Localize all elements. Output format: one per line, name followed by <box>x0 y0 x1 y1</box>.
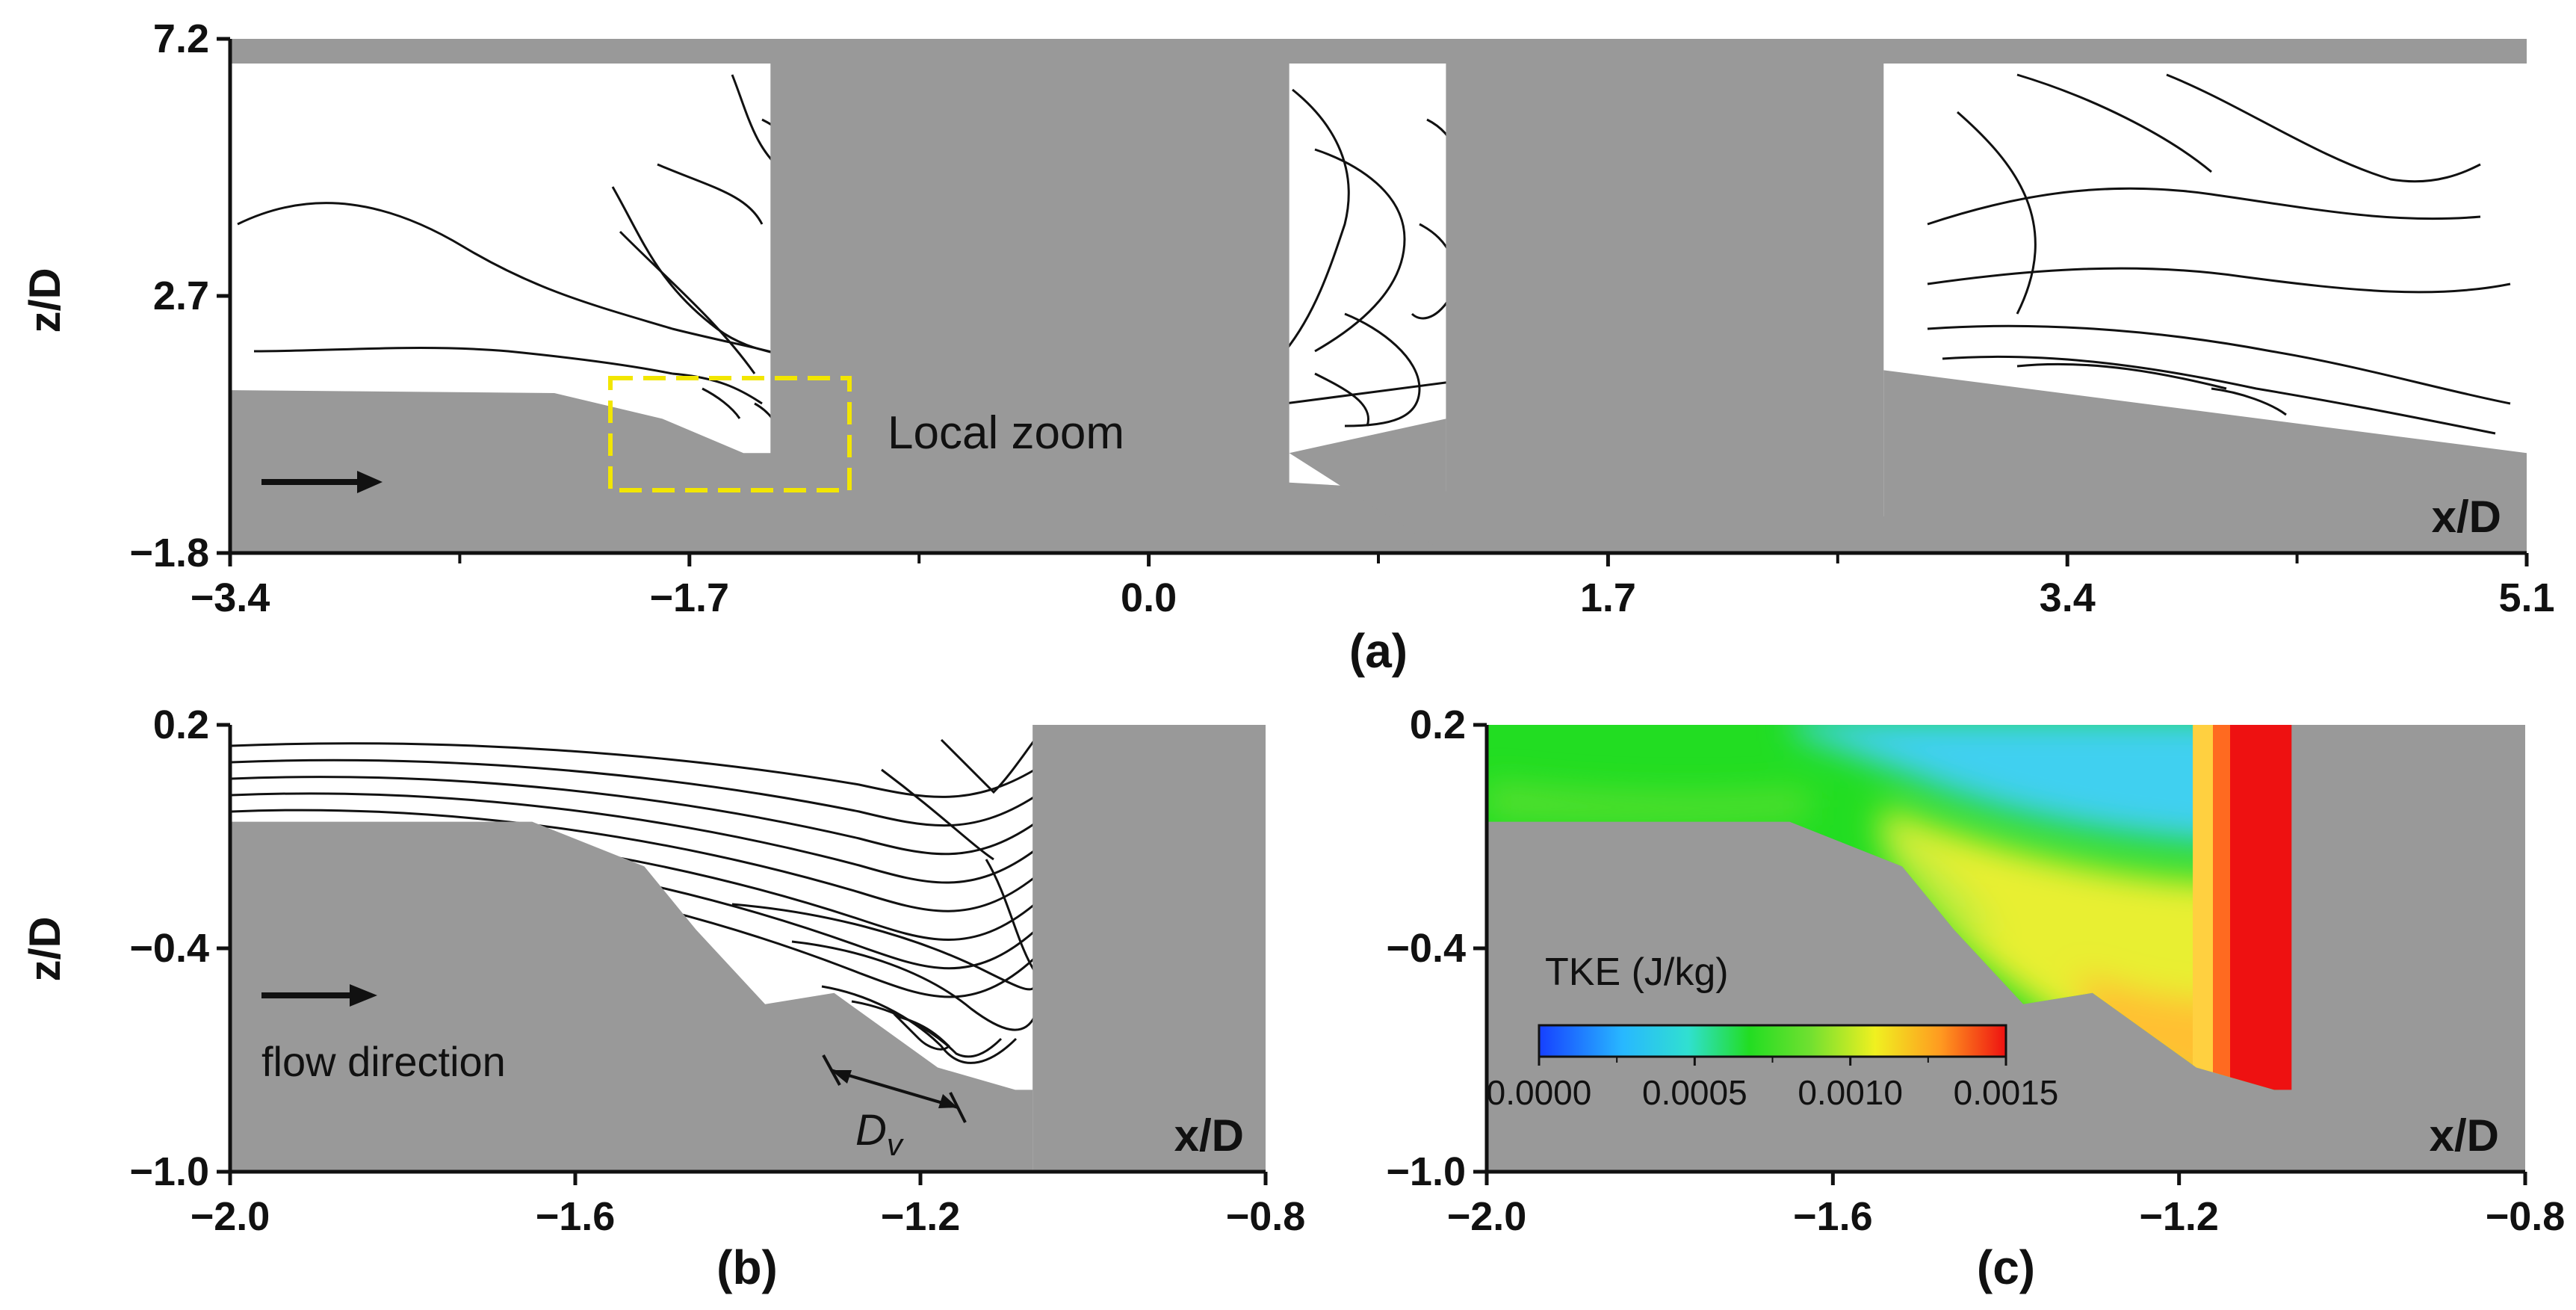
panel-a-contour-line <box>672 372 763 405</box>
panel-b-x-tick-label: −0.8 <box>1226 1194 1306 1239</box>
panel-a-contour-line <box>611 186 793 360</box>
panel-a-flow-arrow <box>261 471 383 493</box>
panel-b-contour-line <box>231 758 1035 827</box>
local-zoom-box <box>608 376 852 492</box>
dv-marker <box>822 1054 967 1123</box>
panel-a-contour-line <box>619 230 756 374</box>
panel-b-contour-line <box>893 1014 951 1051</box>
panel-a-label: (a) <box>1349 624 1408 678</box>
panel-a-x-tick-label: −1.7 <box>649 575 729 620</box>
panel-b-y-tick-label: 0.2 <box>153 702 209 747</box>
panel-b-x-tick-label: −1.2 <box>881 1194 961 1239</box>
panel-a-contour-line <box>1284 380 1458 405</box>
colorbar-title: TKE (J/kg) <box>1545 951 1729 994</box>
colorbar-tick-label: 0.0000 <box>1487 1073 1592 1112</box>
panel-a-contour-line <box>1927 324 2511 405</box>
panel-b-xlabel: x/D <box>1174 1110 1244 1161</box>
panel-a-bed-wake <box>1883 370 2527 553</box>
panel-a-contour-line <box>1927 187 2481 226</box>
panel-c-x-tick-label: −1.2 <box>2139 1194 2219 1239</box>
colorbar-ticks: 0.0000 0.0005 0.0010 0.0015 <box>1487 1057 2059 1112</box>
colorbar-tick-label: 0.0015 <box>1954 1073 2059 1112</box>
panel-a-contour-line <box>2016 362 2227 390</box>
panel-a-y-tick-label: 2.7 <box>153 274 209 318</box>
panel-a-top-lid <box>230 39 2527 64</box>
panel-b-contour-line <box>231 742 1035 798</box>
panel-b-contour-line <box>231 792 1035 884</box>
panel-b: flow direction Dv x/D z/D −2.0 −1.6 −1.2 −0… <box>21 702 1305 1294</box>
panel-a-contour-line <box>1927 267 2511 294</box>
panel-b-flow-arrow <box>261 984 377 1007</box>
dv-label: Dv <box>855 1106 905 1162</box>
panel-a-contour-line <box>2016 73 2212 173</box>
panel-b-contours <box>231 738 1036 1064</box>
panel-a-x-tick-label: −3.4 <box>191 575 270 620</box>
panel-b-x-tick-label: −2.0 <box>191 1194 270 1239</box>
panel-a-axes: −3.4 −1.7 0.0 1.7 3.4 5.1 7.2 2.7 −1.8 <box>129 16 2554 620</box>
panel-b-ylabel: z/D <box>21 917 69 982</box>
panel-b-contour-line <box>940 738 1036 794</box>
panel-a-y-tick-label: −1.8 <box>129 531 209 575</box>
panel-c-x-tick-label: −0.8 <box>2486 1194 2566 1239</box>
panel-a-x-tick-label: 3.4 <box>2040 575 2096 620</box>
panel-a-xlabel: x/D <box>2432 492 2501 542</box>
panel-b-contour-line <box>731 903 1036 991</box>
panel-a-contour-line <box>1344 312 1421 427</box>
colorbar: 0.0000 0.0005 0.0010 0.0015 <box>1487 1024 2059 1112</box>
panel-b-contour-line <box>851 1000 1003 1058</box>
panel-b-contour-line <box>791 940 1036 1031</box>
panel-c-y-tick-label: −1.0 <box>1386 1149 1466 1194</box>
panel-b-y-tick-label: −0.4 <box>129 926 209 971</box>
panel-b-pier <box>1032 725 1266 1172</box>
colorbar-tick-label: 0.0005 <box>1642 1073 1747 1112</box>
panel-b-contour-line <box>881 768 994 861</box>
panel-c-axes: −2.0 −1.6 −1.2 −0.8 0.2 −0.4 −1.0 <box>1386 702 2565 1239</box>
colorbar-gradient <box>1538 1024 2007 1058</box>
panel-a-y-tick-label: 7.2 <box>153 16 209 61</box>
panel-c-label: (c) <box>1977 1241 2035 1294</box>
panel-c-x-tick-label: −2.0 <box>1447 1194 1527 1239</box>
panel-a-contour-line <box>1284 88 1350 352</box>
flow-direction-label: flow direction <box>261 1038 506 1085</box>
panel-a-x-tick-label: 0.0 <box>1121 575 1177 620</box>
panel-a-contour-line <box>1957 111 2037 315</box>
panel-b-contour-line <box>231 809 1035 912</box>
panel-a-pier-downstream <box>1446 39 1884 553</box>
panel-a-contour-line <box>1942 355 2496 435</box>
panel-c-y-tick-label: 0.2 <box>1410 702 1466 747</box>
panel-c: 0.0000 0.0005 0.0010 0.0015 TKE (J/kg) x/D … <box>1386 702 2565 1294</box>
panel-a-contour-line <box>1314 148 1406 353</box>
panel-a: Local zoom x/D z/D −3.4 −1.7 0.0 1.7 3.4 5.1 7… <box>21 16 2555 678</box>
panel-b-y-tick-label: −1.0 <box>129 1149 209 1194</box>
panel-b-label: (b) <box>716 1241 778 1294</box>
colorbar-tick-label: 0.0010 <box>1798 1073 1903 1112</box>
panel-c-xlabel: x/D <box>2430 1110 2499 1161</box>
panel-c-y-tick-label: −0.4 <box>1386 926 1466 971</box>
local-zoom-label: Local zoom <box>888 407 1124 459</box>
panel-a-x-tick-label: 1.7 <box>1580 575 1636 620</box>
panel-b-contour-line <box>985 859 1036 972</box>
panel-a-contour-line <box>657 163 764 225</box>
panel-a-ylabel: z/D <box>21 268 69 333</box>
panel-b-axes: −2.0 −1.6 −1.2 −0.8 0.2 −0.4 −1.0 <box>129 702 1305 1239</box>
panel-c-pier <box>2297 725 2525 1172</box>
panel-a-contour-line <box>253 347 673 375</box>
panel-b-bed-solid <box>230 821 1033 1172</box>
panel-b-contour-line <box>821 985 1018 1064</box>
panel-b-contour-line <box>231 776 1035 856</box>
panel-a-contour-line <box>1314 372 1369 427</box>
panel-a-contour-line <box>702 387 741 419</box>
panel-a-pier-upstream <box>770 39 1289 553</box>
panel-a-bed-downstream <box>1289 418 1446 553</box>
panel-a-contour-line <box>2166 73 2481 183</box>
panel-a-contour-line <box>2211 387 2287 416</box>
panel-a-contours <box>237 73 2511 435</box>
panel-c-x-tick-label: −1.6 <box>1793 1194 1873 1239</box>
panel-a-x-tick-label: 5.1 <box>2498 575 2554 620</box>
panel-b-x-tick-label: −1.6 <box>536 1194 616 1239</box>
